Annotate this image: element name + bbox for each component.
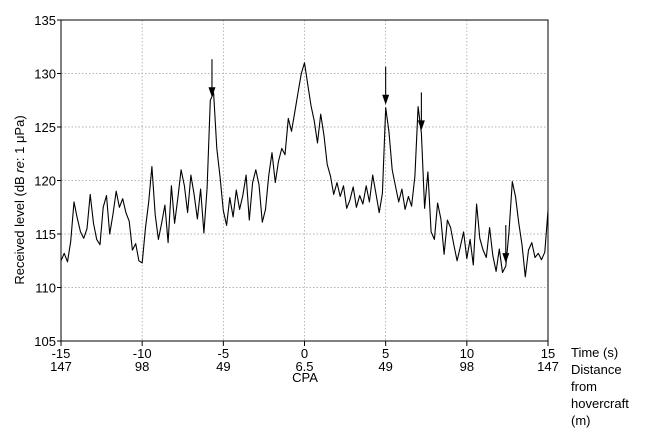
peak-arrow [417, 92, 425, 131]
x-tick-labels: -15 -10 -5 0 5 10 15 [52, 346, 556, 361]
distance-tick-label: 49 [378, 359, 392, 374]
ticks [57, 19, 549, 346]
x-axis-label-distance: Distance from hovercraft (m) [571, 362, 629, 428]
distance-tick-labels: 147 98 49 6.5 49 98 147 [50, 359, 559, 374]
y-tick-label: 135 [34, 13, 56, 28]
y-tick-label: 120 [34, 174, 56, 189]
x-axis-label-time: Time (s) [571, 345, 618, 360]
peak-arrow-head [502, 253, 510, 264]
cpa-label: CPA [292, 370, 318, 385]
peak-arrow-head [208, 87, 216, 98]
grid [61, 20, 548, 341]
distance-tick-label: 98 [460, 359, 474, 374]
y-tick-label: 105 [34, 334, 56, 349]
peak-arrows [208, 59, 510, 264]
distance-tick-label: 6.5 [295, 359, 313, 374]
distance-label-line: Distance [571, 362, 622, 377]
distance-tick-label: 147 [50, 359, 72, 374]
x-tick-label: -5 [218, 346, 230, 361]
y-tick-label: 110 [35, 281, 56, 296]
peak-arrow [382, 66, 390, 105]
y-axis-label: Received level (dB re: 1 μPa) [12, 115, 27, 284]
received-level-trace [60, 62, 549, 278]
peak-arrow [208, 59, 216, 98]
x-tick-label: 10 [460, 346, 474, 361]
distance-label-line: (m) [571, 413, 591, 428]
x-tick-label: -15 [52, 346, 71, 361]
x-tick-label: 15 [541, 346, 555, 361]
peak-arrow [502, 225, 510, 264]
x-tick-label: -10 [133, 346, 152, 361]
distance-tick-label: 49 [216, 359, 230, 374]
trace-layer [60, 62, 549, 278]
y-tick-labels: 105 110 115 120 125 130 135 [34, 13, 56, 349]
distance-label-line: from [571, 379, 597, 394]
y-tick-label: 125 [34, 120, 56, 135]
y-tick-label: 130 [34, 67, 56, 82]
distance-tick-label: 147 [537, 359, 559, 374]
peak-arrow-head [382, 94, 390, 105]
x-tick-label: 5 [382, 346, 389, 361]
x-tick-label: 0 [301, 346, 308, 361]
distance-tick-label: 98 [135, 359, 149, 374]
peak-arrow-head [417, 120, 425, 131]
y-tick-label: 115 [35, 227, 56, 242]
distance-label-line: hovercraft [571, 396, 629, 411]
